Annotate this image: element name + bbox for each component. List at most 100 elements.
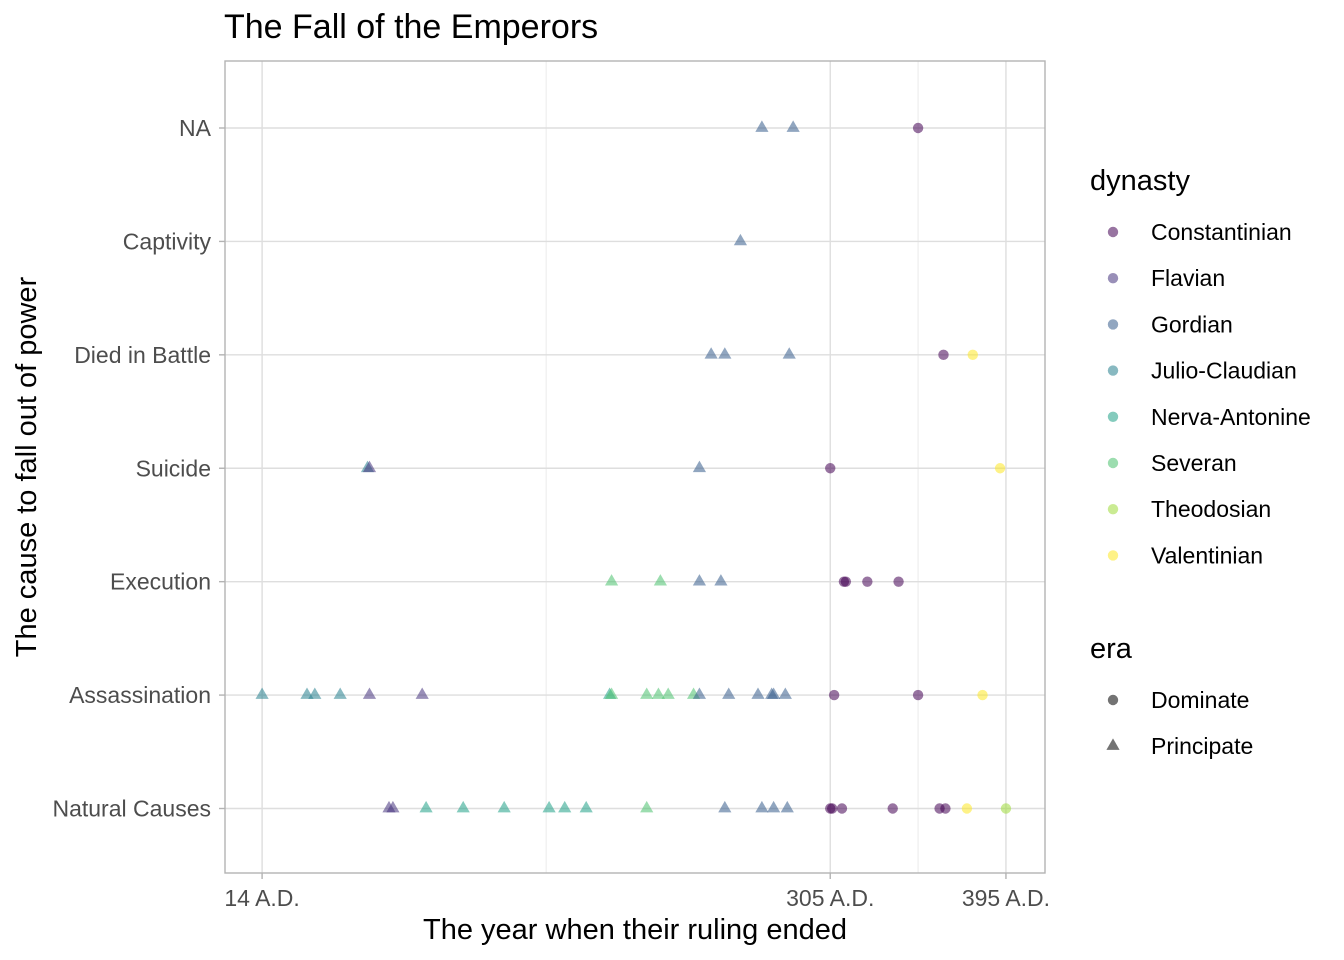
data-point-principate-nerva-antonine — [456, 800, 470, 813]
data-point-dominate-constantinian — [893, 576, 904, 587]
data-points — [255, 120, 1012, 814]
data-point-principate-gordian — [692, 460, 707, 473]
data-point-principate-gordian — [780, 800, 794, 813]
data-point-dominate-valentinian — [967, 349, 978, 361]
legend-label-theodosian: Theodosian — [1151, 496, 1271, 522]
legend-label-gordian: Gordian — [1151, 311, 1233, 337]
data-point-dominate-constantinian — [825, 463, 836, 474]
data-point-principate-gordian — [718, 800, 732, 813]
legend-label-nerva-antonine: Nerva-Antonine — [1151, 404, 1311, 430]
data-point-principate-gordian — [778, 687, 792, 699]
data-point-principate-severan — [651, 687, 666, 699]
x-tick-label: 395 A.D. — [962, 885, 1050, 911]
data-point-principate-gordian — [786, 120, 800, 132]
data-point-principate-flavian — [362, 687, 377, 699]
data-point-principate-flavian — [386, 800, 400, 813]
data-point-principate-julio-claudian — [308, 687, 322, 699]
data-point-dominate-constantinian — [887, 803, 898, 814]
x-tick-label: 305 A.D. — [786, 885, 874, 911]
major-gridlines — [225, 61, 1045, 873]
legend-label-constantinian: Constantinian — [1151, 219, 1292, 245]
legend-key-constantinian — [1107, 226, 1119, 238]
legend-key-valentinian — [1107, 550, 1119, 561]
plot-panel — [224, 60, 1046, 874]
legend-key-principate — [1106, 738, 1120, 750]
data-point-dominate-constantinian — [836, 803, 848, 814]
data-point-principate-flavian — [362, 460, 377, 473]
data-point-principate-nerva-antonine — [579, 800, 593, 813]
legend-label-severan: Severan — [1151, 450, 1237, 476]
data-point-principate-gordian — [751, 687, 765, 699]
data-point-dominate-constantinian — [940, 803, 951, 814]
legend-key-nerva-antonine — [1107, 411, 1119, 422]
data-point-principate-gordian — [704, 347, 718, 359]
legend-key-theodosian — [1107, 504, 1119, 515]
data-point-principate-severan — [661, 687, 675, 699]
x-axis: 14 A.D. 305 A.D. 395 A.D. — [224, 873, 1050, 911]
data-point-dominate-constantinian — [938, 349, 949, 361]
data-point-principate-severan — [604, 574, 619, 586]
data-point-principate-gordian — [718, 347, 732, 359]
data-point-principate-gordian — [767, 800, 781, 813]
x-axis-title: The year when their ruling ended — [423, 914, 847, 946]
data-point-dominate-constantinian — [840, 576, 852, 587]
legend-key-julio-claudian — [1107, 365, 1119, 376]
y-tick-label-natural-causes: Natural Causes — [52, 796, 211, 822]
data-point-principate-nerva-antonine — [419, 800, 433, 813]
data-point-principate-severan — [653, 574, 667, 586]
data-point-dominate-constantinian — [862, 576, 873, 587]
y-tick-label-captivity: Captivity — [123, 228, 212, 254]
data-point-dominate-constantinian — [828, 689, 840, 701]
legend-label-flavian: Flavian — [1151, 265, 1225, 291]
y-axis-title: The cause to fall out of power — [11, 276, 43, 657]
legend-era: era Dominate Principate — [1090, 633, 1253, 759]
data-point-dominate-valentinian — [994, 463, 1006, 474]
data-point-principate-severan — [640, 800, 654, 813]
data-point-principate-nerva-antonine — [542, 800, 556, 813]
data-point-principate-nerva-antonine — [558, 800, 572, 813]
y-tick-label-na: NA — [179, 115, 212, 141]
data-point-principate-severan — [640, 687, 654, 699]
data-point-principate-gordian — [733, 233, 748, 246]
data-point-dominate-valentinian — [977, 689, 988, 701]
data-point-dominate-theodosian — [1000, 803, 1012, 814]
data-point-principate-nerva-antonine — [497, 800, 511, 813]
y-tick-label-execution: Execution — [110, 569, 211, 595]
data-point-principate-julio-claudian — [255, 687, 269, 699]
data-point-principate-severan — [604, 687, 619, 699]
minor-gridlines — [545, 61, 919, 873]
data-point-dominate-constantinian — [912, 122, 924, 134]
legend-key-dominate — [1107, 694, 1119, 706]
data-point-principate-gordian — [755, 120, 769, 132]
data-point-principate-gordian — [782, 347, 796, 359]
legend-era-title: era — [1090, 633, 1133, 665]
legend-label-valentinian: Valentinian — [1151, 542, 1263, 568]
y-tick-label-assassination: Assassination — [69, 682, 211, 708]
legend-key-severan — [1107, 457, 1119, 469]
data-point-principate-gordian — [692, 687, 707, 699]
chart-title: The Fall of the Emperors — [224, 8, 598, 46]
legend-key-gordian — [1107, 319, 1119, 330]
legend-dynasty: dynasty Constantinian Flavian Gordian Julio… — [1090, 165, 1311, 568]
data-point-principate-gordian — [714, 574, 728, 586]
legend-label-dominate: Dominate — [1151, 687, 1249, 713]
data-point-principate-flavian — [415, 687, 429, 699]
x-tick-label: 14 A.D. — [224, 885, 299, 911]
legend-label-julio-claudian: Julio-Claudian — [1151, 358, 1297, 384]
plot-border — [224, 60, 1046, 874]
plot-background — [225, 61, 1045, 873]
data-point-principate-gordian — [692, 574, 707, 586]
legend-key-flavian — [1107, 273, 1119, 284]
data-point-dominate-valentinian — [961, 803, 973, 814]
data-point-principate-julio-claudian — [333, 687, 347, 699]
data-point-principate-gordian — [755, 800, 769, 813]
legend-label-principate: Principate — [1151, 733, 1253, 759]
data-point-principate-gordian — [722, 687, 736, 699]
data-point-dominate-constantinian — [826, 803, 838, 814]
y-axis: Natural Causes Assassination Execution Suic… — [52, 115, 225, 822]
legend-dynasty-title: dynasty — [1090, 165, 1190, 197]
y-tick-label-suicide: Suicide — [136, 455, 211, 481]
data-point-dominate-constantinian — [912, 689, 924, 701]
data-point-principate-gordian — [767, 687, 781, 699]
